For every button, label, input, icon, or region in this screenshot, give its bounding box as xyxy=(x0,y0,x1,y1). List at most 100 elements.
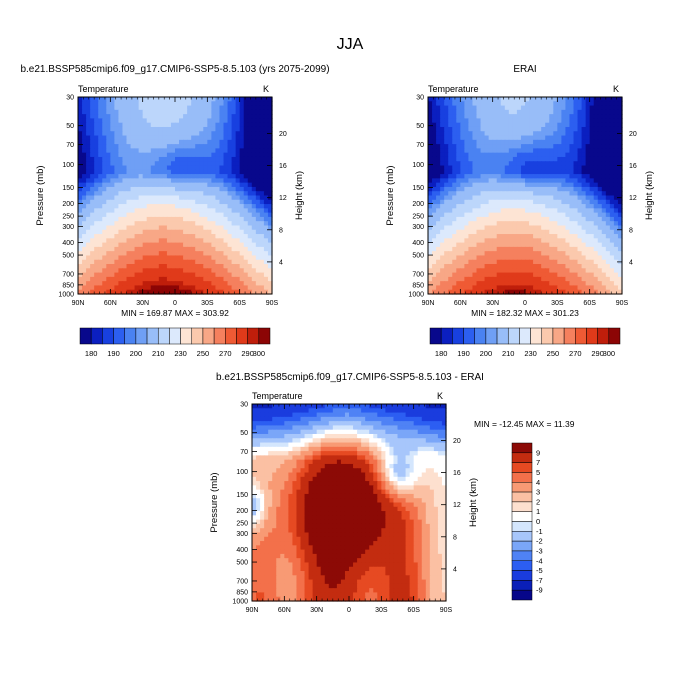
heatmap-cell xyxy=(464,122,470,128)
y2-axis-label: Height (km) xyxy=(294,171,305,220)
heatmap-cell xyxy=(613,242,619,248)
heatmap-cell xyxy=(569,246,575,252)
heatmap-cell xyxy=(456,126,461,132)
heatmap-cell xyxy=(541,255,546,261)
heatmap-cell xyxy=(585,182,591,188)
heatmap-cell xyxy=(98,101,103,107)
heatmap-cell xyxy=(561,114,567,120)
heatmap-cell xyxy=(231,97,237,102)
heatmap-cell xyxy=(432,255,437,261)
heatmap-cell xyxy=(154,152,160,158)
heatmap-cell xyxy=(122,264,128,269)
heatmap-cell xyxy=(272,404,277,409)
heatmap-cell xyxy=(247,199,253,205)
heatmap-cell xyxy=(231,126,237,132)
heatmap-cell xyxy=(227,122,233,128)
heatmap-cell xyxy=(239,144,245,149)
heatmap-cell xyxy=(504,169,510,175)
heatmap-cell xyxy=(90,126,95,132)
heatmap-cell xyxy=(597,161,603,167)
heatmap-cell xyxy=(175,191,180,197)
heatmap-cell xyxy=(118,264,124,269)
heatmap-cell xyxy=(187,242,192,248)
heatmap-cell xyxy=(432,191,437,197)
heatmap-cell xyxy=(231,122,237,128)
heatmap-cell xyxy=(114,178,120,184)
heatmap-cell xyxy=(134,101,140,107)
heatmap-cell xyxy=(146,178,152,184)
heatmap-cell xyxy=(444,186,449,192)
heatmap-cell xyxy=(191,234,196,239)
heatmap-cell xyxy=(516,289,522,295)
heatmap-cell xyxy=(251,264,257,269)
heatmap-cell xyxy=(541,259,546,265)
heatmap-cell xyxy=(520,165,526,171)
heatmap-cell xyxy=(235,182,241,188)
heatmap-cell xyxy=(492,131,498,137)
heatmap-cell xyxy=(239,251,245,257)
heatmap-cell xyxy=(235,216,241,222)
heatmap-cell xyxy=(428,255,433,261)
heatmap-cell xyxy=(581,264,587,269)
colorbar-swatch xyxy=(485,327,498,345)
heatmap-cell xyxy=(134,97,140,102)
heatmap-cell xyxy=(243,234,249,239)
heatmap-cell xyxy=(609,182,615,188)
heatmap-cell xyxy=(86,272,91,278)
heatmap-cell xyxy=(448,135,453,141)
heatmap-cell xyxy=(126,234,132,239)
heatmap-cell xyxy=(90,109,95,115)
heatmap-cell xyxy=(428,285,433,291)
heatmap-cell xyxy=(94,208,99,214)
heatmap-cell xyxy=(219,97,225,102)
heatmap-cell xyxy=(448,131,453,137)
heatmap-cell xyxy=(300,425,306,431)
heatmap-cell xyxy=(211,199,217,205)
heatmap-cell xyxy=(312,408,318,414)
heatmap-cell xyxy=(436,281,441,287)
heatmap-cell xyxy=(476,126,482,132)
heatmap-cell xyxy=(545,169,550,175)
heatmap-cell xyxy=(549,191,554,197)
heatmap-cell xyxy=(263,234,269,239)
heatmap-cell xyxy=(448,281,453,287)
heatmap-cell xyxy=(448,246,453,252)
heatmap-cell xyxy=(146,204,152,209)
heatmap-cell xyxy=(199,259,204,265)
heatmap-cell xyxy=(484,165,490,171)
heatmap-cell xyxy=(235,169,241,175)
heatmap-cell xyxy=(529,174,534,179)
heatmap-cell xyxy=(545,114,550,120)
subtitle-right: K xyxy=(613,84,619,94)
heatmap-cell xyxy=(187,272,192,278)
heatmap-cell xyxy=(464,97,470,102)
heatmap-cell xyxy=(235,191,241,197)
heatmap-cell xyxy=(480,178,486,184)
heatmap-cell xyxy=(436,264,441,269)
heatmap-cell xyxy=(492,152,498,158)
heatmap-cell xyxy=(211,268,217,274)
heatmap-cell xyxy=(565,199,571,205)
heatmap-cell xyxy=(179,156,184,162)
heatmap-cell xyxy=(227,152,233,158)
heatmap-cell xyxy=(496,229,502,235)
heatmap-cell xyxy=(215,255,221,261)
heatmap-cell xyxy=(215,186,221,192)
heatmap-cell xyxy=(437,404,443,409)
heatmap-cell xyxy=(577,101,583,107)
heatmap-cell xyxy=(223,255,229,261)
heatmap-cell xyxy=(154,144,160,149)
heatmap-cell xyxy=(468,221,474,227)
heatmap-cell xyxy=(203,118,208,124)
heatmap-cell xyxy=(187,122,192,128)
heatmap-cell xyxy=(170,268,176,274)
heatmap-cell xyxy=(460,148,465,154)
heatmap-cell xyxy=(170,195,176,201)
heatmap-cell xyxy=(585,208,591,214)
heatmap-cell xyxy=(130,268,136,274)
heatmap-cell xyxy=(138,242,144,248)
heatmap-cell xyxy=(613,191,619,197)
heatmap-cell xyxy=(235,195,241,201)
heatmap-cell xyxy=(605,169,611,175)
heatmap-cell xyxy=(134,281,140,287)
